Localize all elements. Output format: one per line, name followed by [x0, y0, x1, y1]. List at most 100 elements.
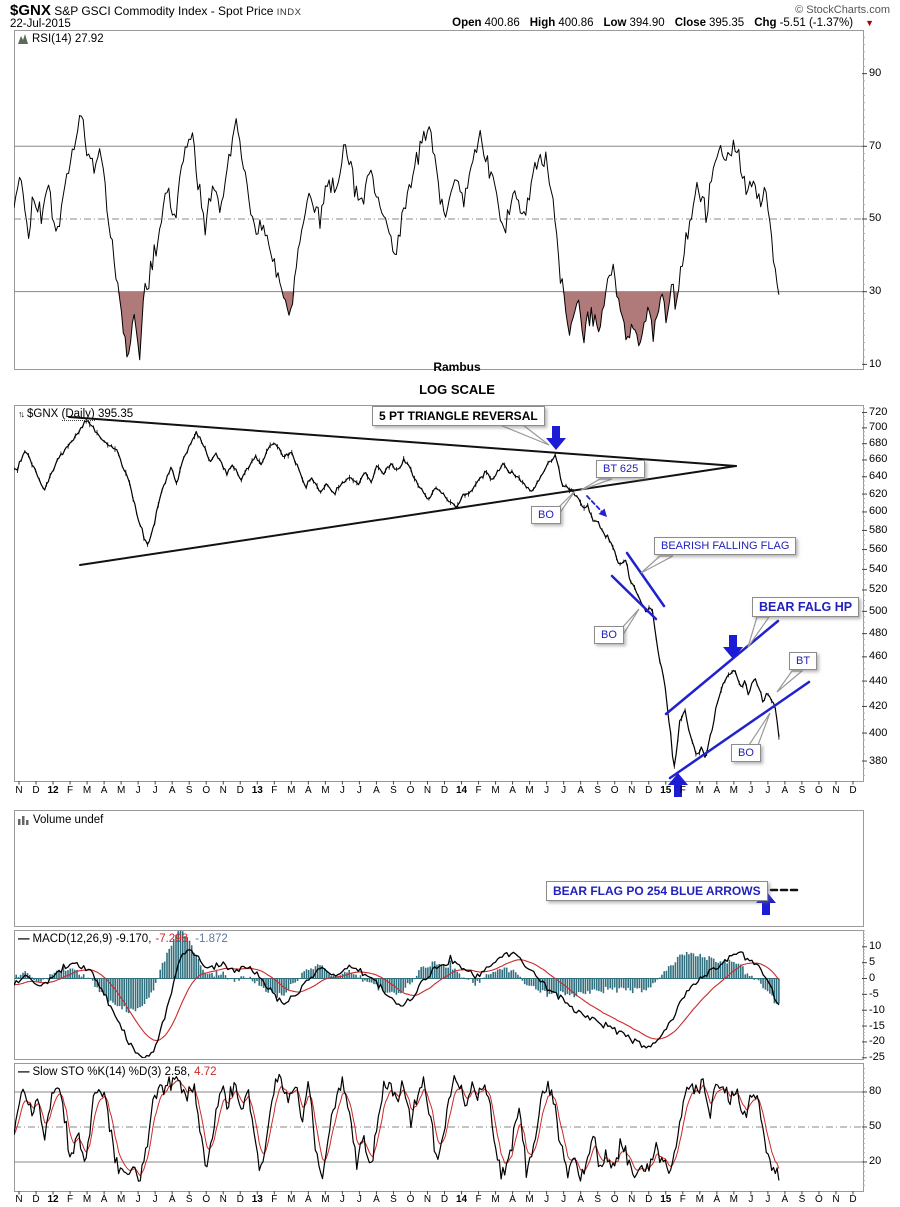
x-axis-month-label: 12: [47, 785, 59, 796]
y-axis-label: 440: [869, 674, 888, 687]
x-axis-month-label: M: [82, 785, 92, 796]
y-axis-label: 20: [869, 1155, 882, 1168]
x-axis-month-label: N: [15, 785, 23, 796]
y-axis-label: 620: [869, 487, 888, 500]
trendline: [610, 574, 658, 621]
y-axis-label: 680: [869, 437, 888, 450]
area-chart-icon: [18, 34, 28, 44]
callout-annotation: BEAR FLAG PO 254 BLUE ARROWS: [546, 881, 768, 901]
x-axis-month-label: 14: [455, 1194, 468, 1205]
exchange-tag: INDX: [276, 7, 302, 18]
quote-item: Open 400.86: [452, 17, 520, 29]
x-axis-month-label: A: [781, 1194, 789, 1205]
x-axis-month-label: J: [356, 785, 362, 796]
x-axis-month-label: M: [525, 785, 534, 796]
x-axis-month-label: O: [202, 785, 211, 796]
x-axis-month-label: S: [594, 1194, 602, 1205]
x-axis-month-label: F: [271, 785, 278, 796]
callout-annotation: BEAR FALG HP: [752, 597, 860, 617]
quote-item: Close 395.35: [674, 17, 745, 29]
x-axis-month-label: M: [695, 1194, 704, 1205]
y-axis-label: 400: [869, 726, 888, 739]
rsi-panel: [14, 30, 864, 370]
x-axis-month-label: N: [628, 785, 636, 796]
x-axis-month-label: A: [168, 785, 176, 796]
y-axis-label: 30: [869, 285, 882, 298]
x-axis-month-label: D: [440, 785, 449, 796]
x-axis-month-label: M: [491, 785, 500, 796]
x-axis-month-label: J: [765, 785, 771, 796]
x-axis-month-label: J: [544, 785, 550, 796]
chart-date: 22-Jul-2015: [10, 18, 71, 30]
x-axis-month-label: 13: [251, 785, 263, 796]
x-axis-month-label: A: [577, 1194, 584, 1205]
x-axis-month-label: M: [695, 785, 704, 796]
x-axis-month-label: J: [748, 1194, 754, 1205]
y-axis-label: -5: [869, 987, 879, 1000]
x-axis-month-label: 12: [47, 1194, 59, 1205]
sto-label: Slow STO %K(14) %D(3) 2.58,: [32, 1066, 191, 1078]
y-axis-label: 50: [869, 1120, 882, 1133]
blue-down-arrow: [546, 426, 566, 450]
period-label: (Daily): [61, 408, 95, 421]
x-axis-month-label: D: [236, 785, 244, 796]
x-axis-month-label: J: [152, 1194, 158, 1205]
y-axis-label: 520: [869, 583, 888, 596]
blue-down-arrow: [723, 635, 743, 659]
x-axis-month-label: F: [679, 785, 686, 796]
rsi-legend: RSI(14) 27.92: [18, 33, 104, 45]
callout-annotation: BO: [731, 744, 761, 762]
x-axis-month-label: D: [849, 1194, 857, 1205]
chg-down-triangle-icon: ▼: [865, 18, 874, 28]
y-axis-label: 50: [869, 212, 882, 225]
y-axis-label: 660: [869, 453, 888, 466]
x-axis-month-label: J: [748, 785, 754, 796]
y-axis-label: 600: [869, 505, 888, 518]
x-axis-month-label: J: [152, 785, 158, 796]
quote-item: Chg -5.51 (-1.37%): [754, 17, 854, 29]
rsi-label: RSI(14) 27.92: [32, 33, 104, 45]
macd-label: MACD(12,26,9) -9.170,: [32, 933, 152, 945]
y-axis-label: 720: [869, 406, 888, 419]
macd-signal-value: -7.298,: [155, 933, 192, 945]
x-axis-month-label: D: [645, 785, 653, 796]
stockcharts-credit: © StockCharts.com: [795, 4, 890, 16]
y-axis-label: 480: [869, 627, 888, 640]
x-axis-month-label: A: [373, 785, 380, 796]
callout-annotation: 5 PT TRIANGLE REVERSAL: [372, 406, 545, 426]
x-axis-month-label: A: [713, 1194, 721, 1205]
symbol: $GNX: [10, 2, 51, 19]
x-axis-month-label: M: [525, 1194, 534, 1205]
y-axis-label: 700: [869, 421, 888, 434]
x-axis-month-label: M: [729, 1194, 738, 1205]
x-axis-month-label: M: [116, 1194, 126, 1205]
y-axis-label: 80: [869, 1085, 882, 1098]
y-axis-label: 90: [869, 67, 882, 80]
x-axis-month-label: D: [32, 1194, 40, 1205]
x-axis-month-label: J: [561, 785, 567, 796]
y-axis-label: 500: [869, 604, 888, 617]
line-style-icon: —: [18, 1066, 29, 1078]
x-axis-month-label: A: [577, 785, 584, 796]
x-axis-month-label: A: [168, 1194, 176, 1205]
y-axis-label: 640: [869, 470, 888, 483]
x-axis-month-label: O: [202, 1194, 211, 1205]
x-axis-month-label: F: [66, 785, 74, 796]
trendline: [668, 680, 811, 780]
x-axis-month-label: M: [116, 785, 126, 796]
x-axis-month-label: M: [82, 1194, 92, 1205]
blue-up-arrow: [668, 773, 688, 797]
x-axis-month-label: J: [135, 1194, 141, 1205]
x-axis-month-label: N: [423, 1194, 432, 1205]
x-axis-month-label: S: [594, 785, 602, 796]
trendline: [68, 416, 737, 467]
x-axis-month-label: J: [339, 785, 345, 796]
x-axis-month-label: F: [679, 1194, 686, 1205]
x-axis-month-label: S: [798, 1194, 806, 1205]
callout-annotation: BO: [531, 506, 561, 524]
x-axis-month-label: J: [356, 1194, 362, 1205]
y-axis-label: -25: [869, 1051, 885, 1064]
y-axis-label: 10: [869, 940, 882, 953]
